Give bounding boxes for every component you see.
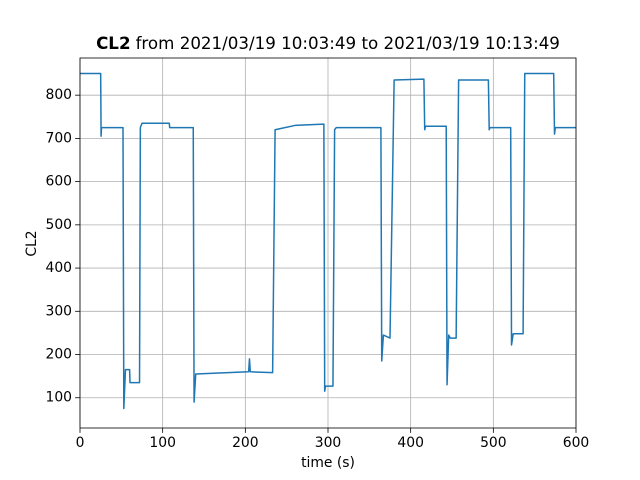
title-rest: from 2021/03/19 10:03:49 to 2021/03/19 1… [136,33,560,53]
x-tick-label: 300 [315,435,342,451]
y-tick-label: 200 [45,347,72,363]
x-tick-label: 200 [232,435,259,451]
y-tick-label: 500 [45,217,72,233]
x-tick-label: 500 [480,435,507,451]
x-tick-label: 100 [149,435,176,451]
data-line [80,72,576,410]
title-bold: CL2 [96,33,131,53]
x-tick-label: 400 [397,435,424,451]
x-tick-label: 600 [563,435,590,451]
y-tick-label: 300 [45,303,72,319]
y-tick-label: 700 [45,130,72,146]
y-tick-label: 600 [45,174,72,190]
x-tick-label: 0 [76,435,85,451]
y-axis-label: CL2 [24,230,40,256]
x-axis-label: time (s) [301,455,355,471]
y-tick-label: 400 [45,260,72,276]
y-tick-label: 100 [45,390,72,406]
chart-title: CL2 from 2021/03/19 10:03:49 to 2021/03/1… [96,33,560,53]
y-tick-label: 800 [45,87,72,103]
plot-frame [79,57,577,429]
